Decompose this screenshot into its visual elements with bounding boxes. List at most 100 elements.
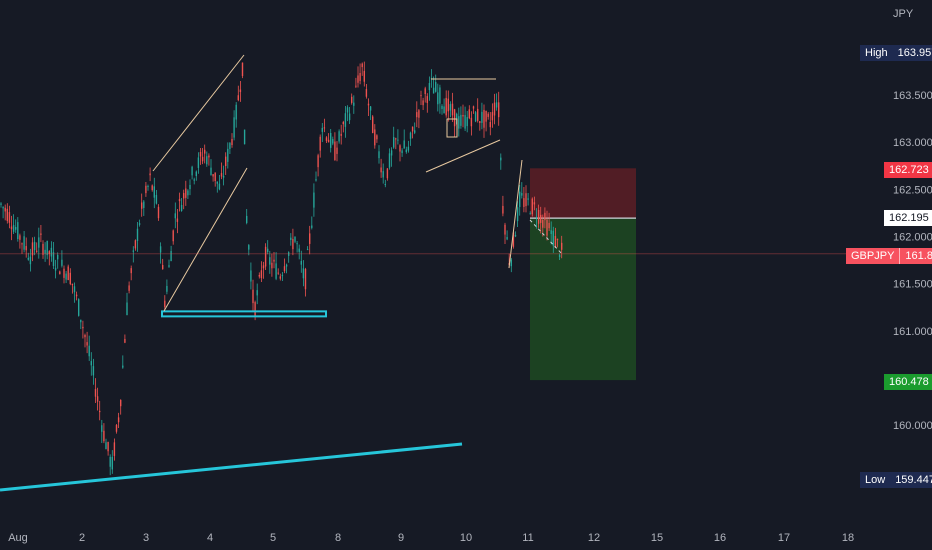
- candle-body: [256, 290, 258, 296]
- candle-body: [346, 107, 349, 113]
- candle-body: [332, 139, 334, 144]
- candle-body: [292, 239, 294, 250]
- candle-body: [418, 110, 420, 118]
- candle-body: [481, 111, 483, 123]
- candle-body: [210, 167, 212, 175]
- candle-body: [46, 240, 48, 256]
- candle-body: [78, 299, 80, 316]
- candle-body: [216, 181, 218, 184]
- candle-body: [340, 133, 342, 136]
- candle-body: [485, 110, 487, 122]
- candle-body: [101, 425, 103, 432]
- candle-body: [271, 262, 273, 269]
- candle-body: [344, 113, 347, 127]
- symbol-label: GBPJPY: [846, 248, 900, 264]
- candle-body: [395, 138, 397, 140]
- candle-body: [372, 116, 374, 134]
- candle-body: [437, 92, 439, 105]
- candle-body: [416, 112, 418, 118]
- candle-body: [422, 100, 424, 106]
- candle-body: [439, 87, 441, 104]
- candle-body: [164, 300, 166, 307]
- candle-body: [267, 248, 269, 252]
- candle-body: [73, 286, 76, 293]
- candle-body: [105, 442, 107, 450]
- candle-body: [445, 97, 447, 116]
- low-price-tag: Low 159.447: [860, 472, 932, 488]
- candle-body: [134, 240, 137, 249]
- candle-body: [388, 153, 391, 168]
- price-tick-label: 161.000: [893, 326, 932, 338]
- candle-body: [529, 213, 531, 215]
- low-label: Low: [860, 472, 891, 488]
- candle-body: [414, 130, 416, 133]
- candle-body: [504, 224, 506, 235]
- candle-body: [241, 62, 244, 77]
- candle-body: [40, 233, 42, 235]
- candle-body: [84, 334, 86, 338]
- candle-body: [36, 250, 38, 252]
- candle-body: [75, 294, 78, 297]
- candle-body: [130, 268, 132, 274]
- candle-body: [180, 204, 183, 212]
- candle-body: [514, 234, 517, 237]
- candle-body: [235, 104, 237, 120]
- candle-body: [281, 275, 284, 277]
- candle-body: [189, 184, 191, 190]
- target-price-tag: 160.478: [884, 374, 932, 390]
- candle-body: [227, 148, 229, 162]
- candle-body: [67, 266, 69, 281]
- candle-body: [88, 345, 90, 357]
- candle-body: [17, 222, 19, 240]
- candle-body: [65, 273, 67, 280]
- candle-body: [468, 109, 470, 119]
- candle-body: [264, 246, 267, 267]
- candle-body: [90, 361, 92, 366]
- candle-body: [546, 219, 548, 236]
- candle-body: [258, 274, 260, 277]
- candle-body: [168, 265, 170, 267]
- projection-arrow: [529, 219, 563, 255]
- candle-body: [533, 202, 536, 205]
- candle-body: [27, 257, 29, 260]
- candle-body: [204, 149, 206, 154]
- candle-body: [4, 207, 6, 212]
- candle-body: [218, 183, 221, 190]
- candle-body: [298, 248, 300, 252]
- candle-body: [556, 238, 559, 241]
- candle-body: [315, 179, 317, 181]
- candle-body: [453, 109, 456, 127]
- target-value: 160.478: [884, 374, 932, 390]
- candle-body: [99, 410, 101, 413]
- stop-value: 162.723: [884, 162, 932, 178]
- drawings[interactable]: [0, 54, 563, 492]
- candle-body: [48, 251, 50, 255]
- entry-value: 162.195: [884, 210, 932, 226]
- candle-body: [138, 223, 141, 225]
- candle-body: [460, 114, 462, 126]
- time-axis[interactable]: Aug 2 3 4 5 8 9 10 11 12 15 16 17 18: [8, 532, 854, 544]
- candle-body: [19, 235, 21, 240]
- candle-body: [506, 237, 508, 240]
- candle-body: [191, 166, 193, 176]
- candle-body: [462, 115, 464, 117]
- candle-body: [405, 149, 407, 153]
- high-label: High: [860, 45, 893, 61]
- candle-body: [21, 243, 23, 245]
- candle-body: [330, 133, 332, 148]
- candle-body: [351, 96, 353, 103]
- candle-body: [208, 155, 210, 158]
- candle-body: [399, 145, 401, 152]
- time-tick-label: 10: [460, 532, 472, 544]
- candles: [0, 61, 563, 476]
- candle-body: [23, 236, 25, 250]
- candle-body: [283, 266, 286, 272]
- candle-body: [424, 88, 426, 95]
- price-axis[interactable]: 163.500 163.000 162.500 162.000 161.500 161.0…: [893, 90, 932, 432]
- candle-body: [489, 121, 491, 128]
- candle-body: [31, 242, 34, 256]
- candle-body: [500, 157, 502, 161]
- wedge-line: [508, 159, 523, 269]
- candle-body: [323, 127, 326, 129]
